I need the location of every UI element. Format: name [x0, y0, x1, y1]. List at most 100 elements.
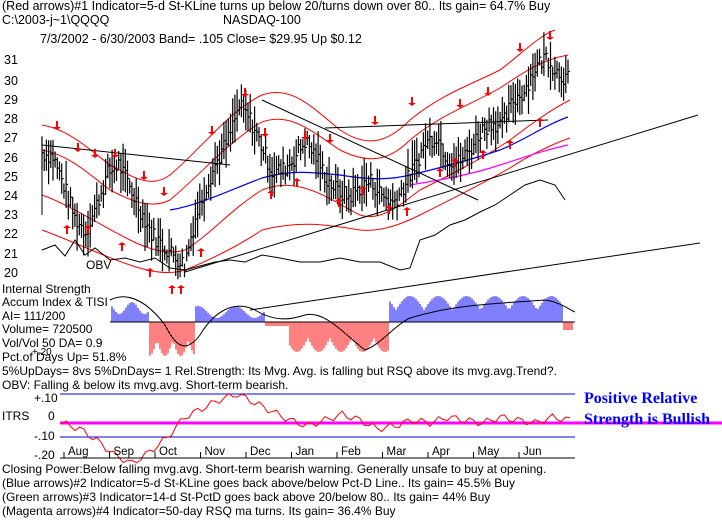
buy-arrow: [536, 118, 544, 127]
price-tick: 28: [4, 112, 18, 126]
annotation-line-2: Strength is Bullish: [584, 411, 710, 428]
sell-arrow: [261, 128, 269, 137]
accum-histogram: [111, 296, 573, 356]
month-label: Jun: [523, 446, 542, 458]
buy-arrow: [197, 248, 205, 257]
trendline-obv-support: [249, 242, 701, 311]
sell-arrow: [241, 88, 249, 97]
buy-arrow: [267, 190, 275, 199]
price-tick: 25: [4, 170, 18, 184]
sell-arrow: [408, 97, 416, 106]
pct-days-up: Pct.of Days Up= 51.8%: [2, 350, 127, 364]
accum-scale-label: +.20: [32, 347, 52, 358]
buy-arrow: [436, 168, 444, 177]
price-tick: 24: [4, 189, 18, 203]
header-path: C:\2003-j~1\QQQQ: [2, 13, 110, 27]
month-label: Sep: [113, 446, 134, 458]
price-tick: 20: [4, 266, 18, 280]
header-index-name: NASDAQ-100: [223, 13, 301, 27]
month-label: Oct: [159, 446, 177, 458]
sell-arrow: [371, 116, 379, 125]
buy-arrow: [177, 285, 185, 294]
obv-label: OBV: [86, 258, 112, 272]
itrs-scale-top: +.10: [34, 391, 58, 405]
sell-arrow: [208, 126, 216, 135]
vol-vol-value: Vol/Vol 50 DA= 0.9: [2, 336, 103, 350]
itrs-scale-bottom: -.20: [34, 448, 55, 462]
itrs-scale-zero: 0: [48, 409, 55, 423]
month-label: Nov: [204, 446, 225, 458]
buy-arrow: [479, 150, 487, 159]
sell-arrow: [140, 171, 148, 180]
month-ticks: [63, 452, 520, 458]
updays-line: 5%UpDays= 8vs 5%DnDays= 1 Rel.Strength: …: [2, 364, 557, 378]
sell-arrow: [160, 187, 168, 196]
trendline-top-left: [41, 144, 231, 166]
month-label: Feb: [341, 446, 361, 458]
trendline-nov-high: [261, 99, 479, 201]
lower-band-inner: [41, 99, 571, 253]
volume-value: Volume= 720500: [2, 322, 93, 336]
buy-arrow: [403, 207, 411, 216]
itrs-panel: [60, 392, 722, 464]
obv-line: [41, 179, 566, 271]
accum-index-label: Accum Index & TISI: [2, 295, 108, 309]
month-label: May: [477, 446, 500, 458]
buy-arrow: [168, 285, 176, 294]
buy-arrow: [385, 205, 393, 214]
sell-arrow: [516, 43, 524, 52]
sell-arrow: [53, 121, 61, 130]
buy-arrow: [506, 140, 514, 149]
price-tick: 21: [4, 247, 18, 261]
price-tick: 31: [4, 53, 18, 67]
price-axis: 31 30 29 28 27 26 25 24 23 22 21 20: [4, 53, 18, 280]
buy-arrow: [335, 198, 343, 207]
itrs-line: [61, 392, 571, 464]
price-bars: [41, 32, 570, 280]
month-label: Apr: [432, 446, 450, 458]
itrs-scale-mid: -.10: [34, 429, 55, 443]
month-label: Dec: [250, 446, 271, 458]
magenta-arrows-line: (Magenta arrows)#4 Indicator=50-day RSQ …: [2, 504, 396, 518]
internal-strength-label: Internal Strength: [2, 282, 91, 296]
itrs-label: ITRS: [2, 409, 30, 423]
buy-arrow: [118, 242, 126, 251]
lower-band-outer: [41, 137, 571, 273]
buy-arrow: [451, 158, 459, 167]
sell-arrow: [74, 143, 82, 152]
obv-status-line: OBV: Falling & below its mvg.avg. Short-…: [2, 378, 289, 392]
sell-arrow: [484, 87, 492, 96]
annotation-line-1: Positive Relative: [584, 390, 698, 407]
price-panel: [41, 29, 701, 311]
price-tick: 30: [4, 74, 18, 88]
price-tick: 26: [4, 151, 18, 165]
trendline-mar-resist: [324, 119, 549, 129]
signal-arrows: [53, 31, 554, 294]
buy-arrow: [293, 178, 301, 187]
sell-arrow: [111, 149, 119, 158]
header-range-line: 7/3/2002 - 6/30/2003 Band= .105 Close= $…: [40, 32, 362, 46]
price-tick: 23: [4, 208, 18, 222]
sell-arrow: [546, 31, 554, 40]
month-label: Mar: [386, 446, 407, 458]
sell-arrow: [456, 99, 464, 108]
buy-arrow: [84, 225, 92, 234]
green-arrows-line: (Green arrows)#3 Indicator=14-d St-PctD …: [2, 490, 491, 504]
upper-band-outer: [41, 29, 556, 182]
header-line-1: (Red arrows)#1 Indicator=5-d St-KLine tu…: [2, 0, 551, 13]
trendline-support: [184, 114, 699, 273]
buy-arrow: [359, 186, 367, 195]
price-tick: 29: [4, 93, 18, 107]
month-label: Jan: [295, 446, 315, 458]
price-tick: 22: [4, 227, 18, 241]
buy-arrow: [146, 268, 154, 277]
buy-arrow: [63, 225, 71, 234]
month-label: Aug: [68, 446, 89, 458]
sell-arrow: [301, 131, 309, 140]
closing-power-line: Closing Power:Below falling mvg.avg. Sho…: [2, 462, 547, 476]
upper-band-inner: [41, 54, 569, 205]
ma50-line: [169, 116, 569, 211]
blue-arrows-line: (Blue arrows)#2 Indicator=5-d St-KLine g…: [2, 476, 515, 490]
price-tick: 27: [4, 131, 18, 145]
